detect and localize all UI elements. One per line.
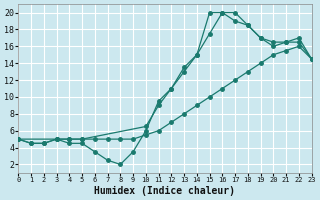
X-axis label: Humidex (Indice chaleur): Humidex (Indice chaleur) <box>94 186 236 196</box>
